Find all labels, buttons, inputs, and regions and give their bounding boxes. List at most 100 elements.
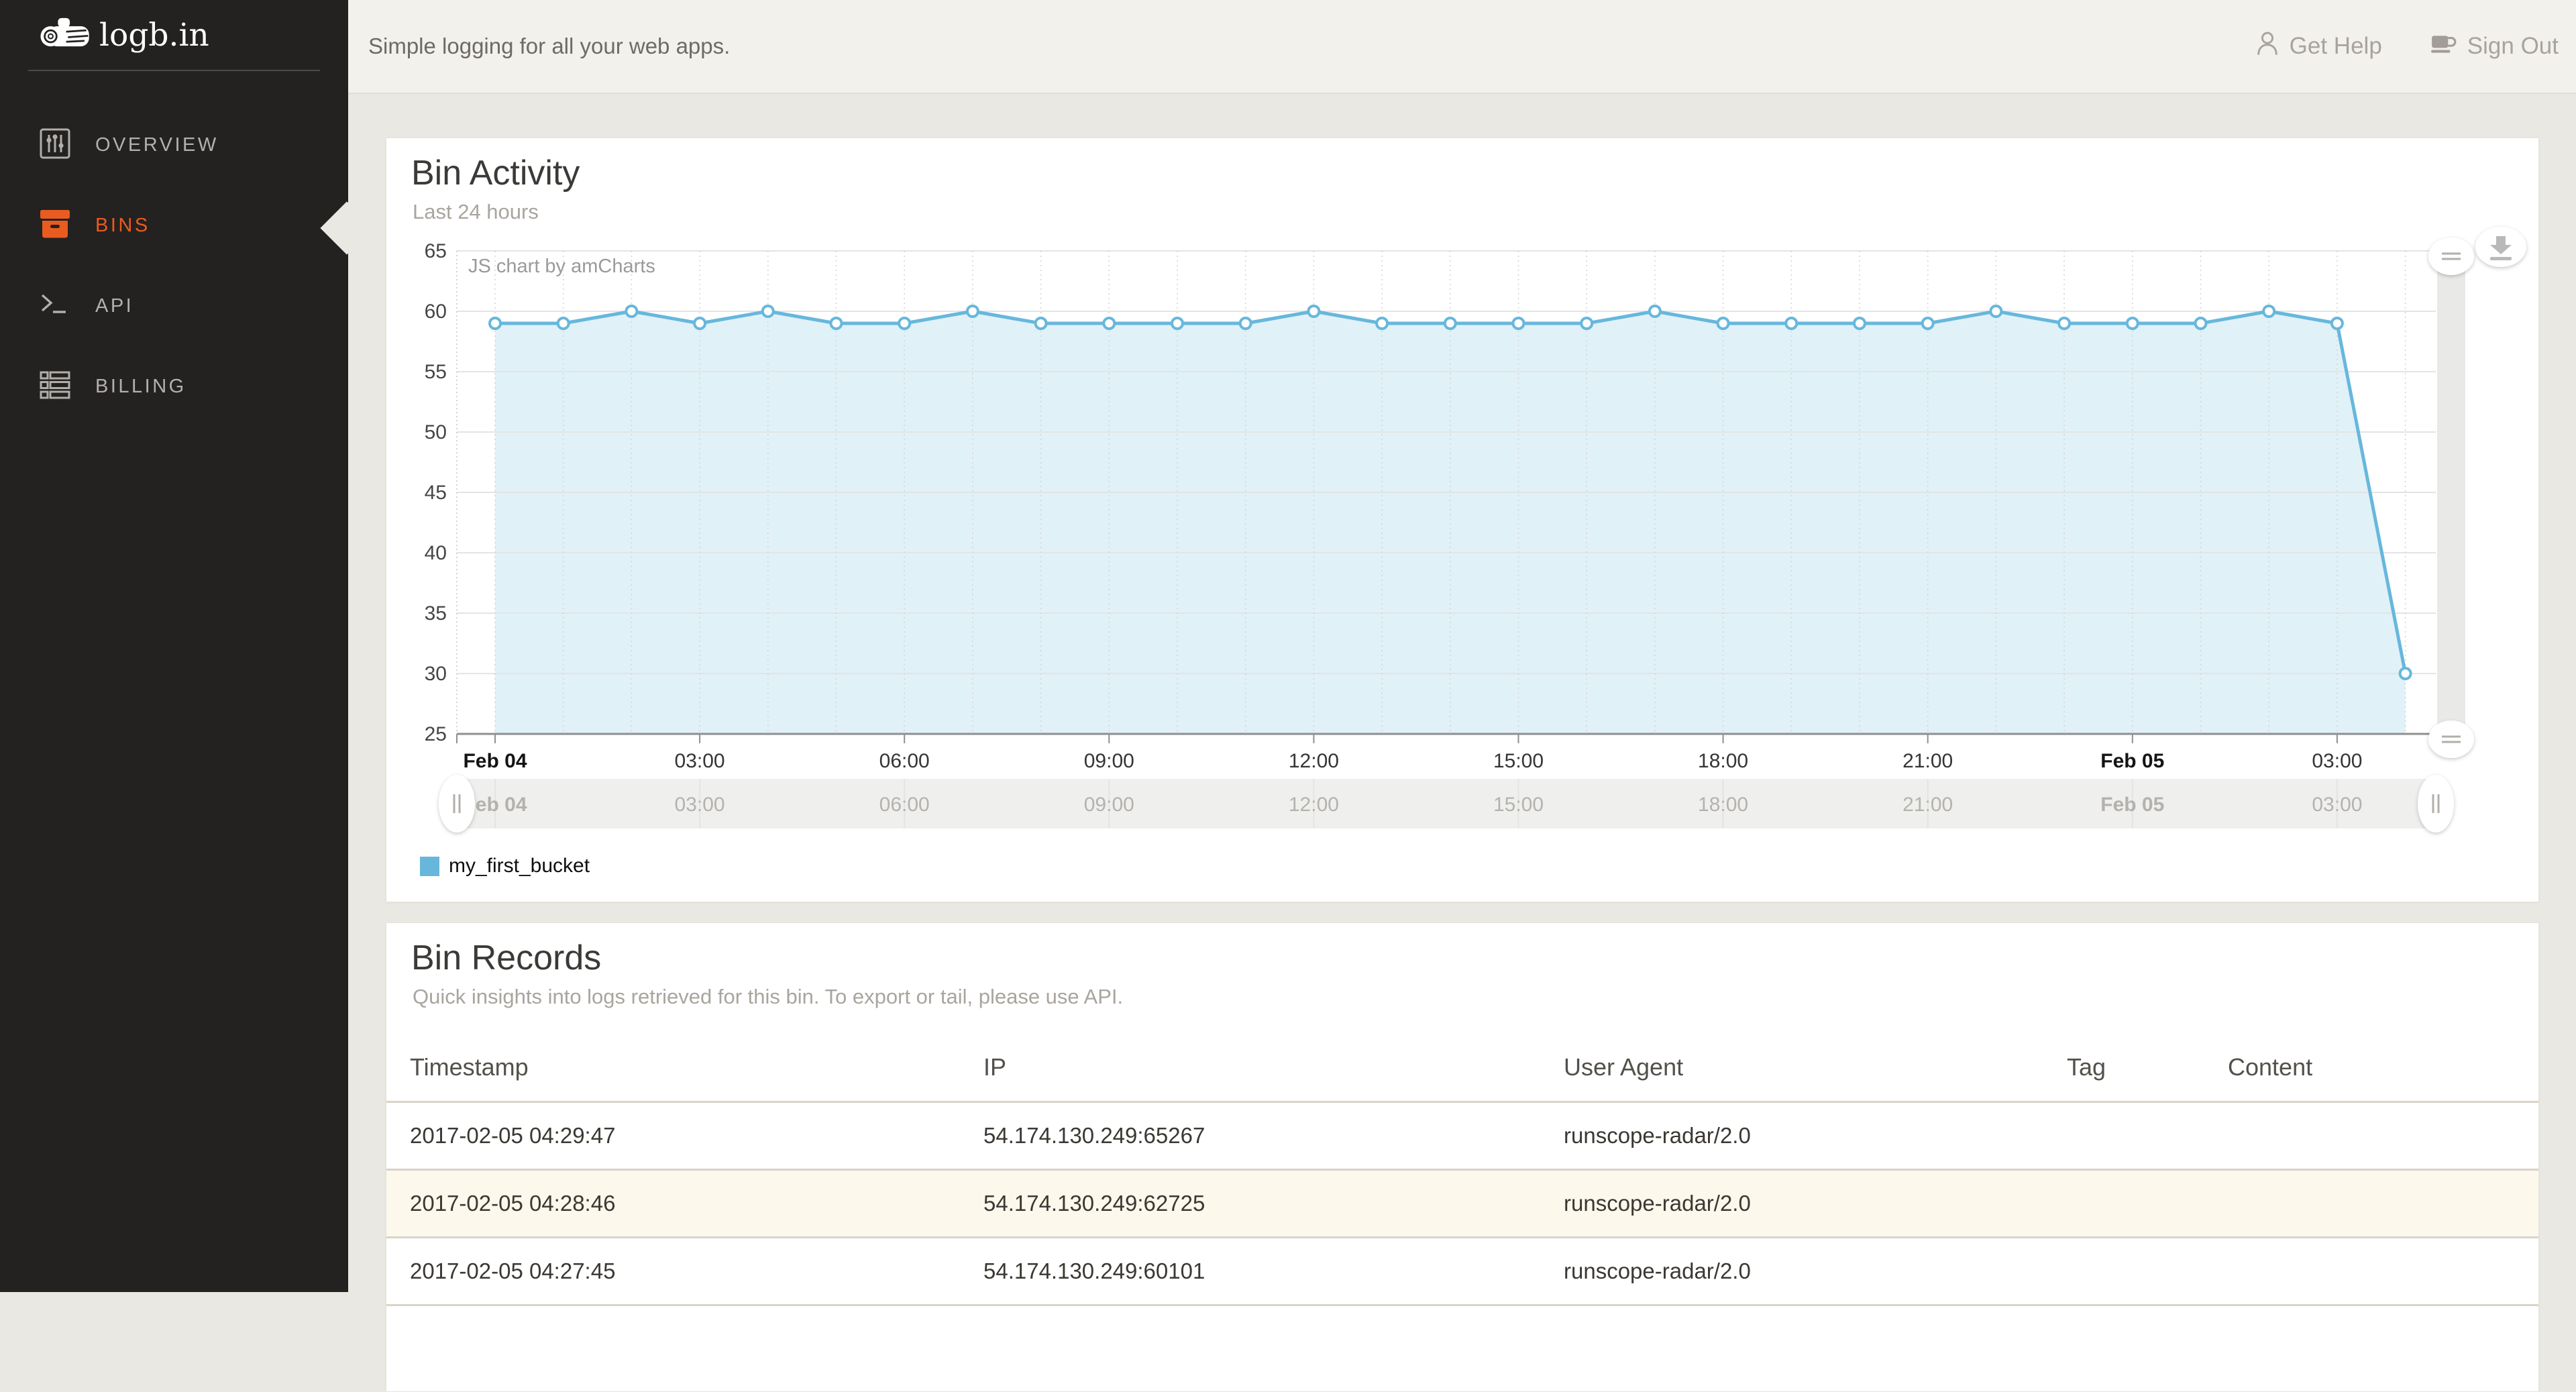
x-axis-tick-label: 12:00 [1289, 750, 1339, 772]
data-point[interactable] [488, 317, 502, 330]
billing-icon [39, 369, 71, 405]
scrollbar-label: 03:00 [2312, 794, 2362, 816]
legend-label: my_first_bucket [449, 855, 590, 877]
sidebar-item-overview[interactable]: OVERVIEW [0, 105, 348, 185]
cell-ip: 54.174.130.249:65267 [983, 1123, 1205, 1148]
data-point[interactable] [1375, 317, 1389, 330]
sidebar-nav: OVERVIEW BINS API BILLING [0, 105, 348, 427]
bin-records-title: Bin Records [411, 939, 602, 977]
cell-ip: 54.174.130.249:62725 [983, 1191, 1205, 1216]
data-point[interactable] [1716, 317, 1730, 330]
table-row: 2017-02-05 04:28:46 54.174.130.249:62725 r… [386, 1171, 2538, 1238]
data-point[interactable] [2262, 305, 2276, 318]
person-icon [2255, 30, 2279, 63]
sidebar-item-label: BINS [95, 214, 150, 236]
log-icon [38, 13, 97, 57]
table-row: 2017-02-05 04:27:45 54.174.130.249:60101 r… [386, 1238, 2538, 1306]
data-point[interactable] [1853, 317, 1866, 330]
data-point[interactable] [1102, 317, 1116, 330]
scrollbar-label: 12:00 [1289, 794, 1339, 816]
scrollbar-handle-left[interactable] [439, 775, 475, 833]
x-axis-tick-label: 18:00 [1698, 750, 1748, 772]
legend-swatch [420, 856, 439, 876]
sign-out-button[interactable]: Sign Out [2430, 32, 2559, 62]
y-axis-tick-label: 25 [425, 723, 447, 745]
y-axis-tick-label: 35 [425, 602, 447, 625]
scrollbar-label: Feb 05 [2100, 794, 2164, 816]
sidebar-item-bins[interactable]: BINS [0, 185, 348, 266]
data-point[interactable] [2057, 317, 2072, 330]
x-axis-tick-label: 21:00 [1902, 750, 1953, 772]
data-point[interactable] [829, 317, 843, 330]
topbar: Simple logging for all your web apps. Ge… [348, 0, 2576, 94]
data-point[interactable] [1171, 317, 1184, 330]
get-help-label: Get Help [2289, 33, 2382, 59]
column-header: Timestamp [410, 1053, 529, 1081]
data-point[interactable] [556, 317, 570, 330]
x-axis-tick-label: 06:00 [879, 750, 930, 772]
y-axis-tick-label: 65 [425, 240, 447, 262]
x-axis-tick-label: 03:00 [675, 750, 725, 772]
sidebar: logb.in OVERVIEW BINS API BILLING [0, 0, 348, 1292]
sidebar-item-label: API [95, 295, 134, 317]
data-point[interactable] [898, 317, 912, 330]
scrollbar-label: 21:00 [1902, 794, 1953, 816]
bin-records-subtitle: Quick insights into logs retrieved for t… [413, 985, 1124, 1008]
x-axis-tick-label: 03:00 [2312, 750, 2362, 772]
data-point[interactable] [761, 305, 775, 318]
data-point[interactable] [2398, 667, 2412, 680]
data-point[interactable] [693, 317, 707, 330]
scrollbar-label: 18:00 [1698, 794, 1748, 816]
y-axis-tick-label: 30 [425, 663, 447, 685]
data-point[interactable] [625, 305, 639, 318]
data-point[interactable] [1989, 305, 2003, 318]
area-fill [495, 311, 2406, 734]
data-point[interactable] [1580, 317, 1594, 330]
sidebar-item-label: OVERVIEW [95, 133, 219, 156]
legend-item[interactable]: my_first_bucket [420, 855, 590, 877]
sidebar-item-api[interactable]: API [0, 266, 348, 346]
data-point[interactable] [2194, 317, 2208, 330]
data-point[interactable] [965, 305, 979, 318]
data-point[interactable] [1034, 317, 1048, 330]
data-point[interactable] [2125, 317, 2139, 330]
bin-activity-title: Bin Activity [411, 154, 580, 193]
data-point[interactable] [1443, 317, 1457, 330]
bin-activity-chart[interactable]: 25 30 35 40 45 50 55 60 65 Feb 04 03:00 06:00 09:00 1… [386, 138, 2540, 903]
scrollbar-handle-bottom[interactable] [2428, 720, 2474, 758]
chart-scrollbar-vertical[interactable] [2437, 251, 2465, 734]
cell-user_agent: runscope-radar/2.0 [1564, 1191, 1751, 1216]
data-point[interactable] [1307, 305, 1321, 318]
logo[interactable]: logb.in [0, 0, 348, 70]
data-point[interactable] [1784, 317, 1799, 330]
chart-scrollbar-horizontal[interactable] [457, 779, 2436, 828]
scrollbar-handle-right[interactable] [2418, 775, 2454, 833]
mug-icon [2430, 32, 2457, 62]
x-axis-tick-label: Feb 04 [463, 750, 527, 772]
download-icon [2490, 257, 2512, 260]
scrollbar-handle-top[interactable] [2428, 237, 2474, 275]
sliders-icon [39, 127, 71, 163]
x-axis-tick-label: 09:00 [1084, 750, 1134, 772]
tagline: Simple logging for all your web apps. [368, 34, 731, 58]
amcharts-watermark[interactable]: JS chart by amCharts [468, 256, 655, 277]
data-point[interactable] [1238, 317, 1252, 330]
y-axis-tick-label: 60 [425, 301, 447, 323]
scrollbar-label: 06:00 [879, 794, 930, 816]
data-point[interactable] [1921, 317, 1935, 330]
y-axis-tick-label: 40 [425, 542, 447, 564]
sign-out-label: Sign Out [2467, 33, 2559, 59]
column-header: Tag [2067, 1053, 2106, 1081]
bin-records-table: Timestamp IP User Agent Tag Content 2017-02-0… [386, 1034, 2538, 1306]
cell-ip: 54.174.130.249:60101 [983, 1259, 1205, 1283]
data-point[interactable] [1648, 305, 1662, 318]
cell-timestamp: 2017-02-05 04:29:47 [410, 1123, 616, 1148]
data-point[interactable] [2330, 317, 2344, 330]
cell-user_agent: runscope-radar/2.0 [1564, 1123, 1751, 1148]
sidebar-item-billing[interactable]: BILLING [0, 346, 348, 427]
bin-activity-subtitle: Last 24 hours [413, 200, 539, 223]
get-help-button[interactable]: Get Help [2255, 30, 2382, 63]
x-axis-tick-label: 15:00 [1493, 750, 1544, 772]
bin-activity-card: Bin Activity Last 24 hours 25 30 35 40 45 50 5… [386, 138, 2539, 902]
data-point[interactable] [1511, 317, 1525, 330]
